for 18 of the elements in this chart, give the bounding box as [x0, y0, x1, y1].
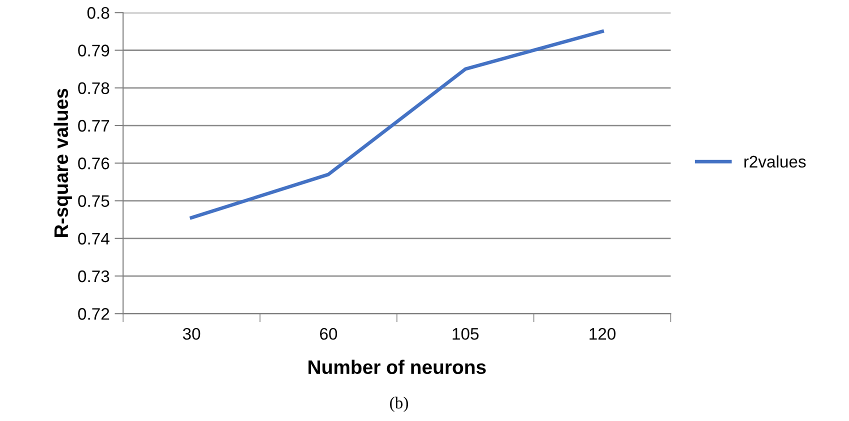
y-tick-label: 0.79 — [78, 44, 110, 56]
text: (b) — [390, 396, 408, 412]
x-axis-title: Number of neurons — [308, 360, 486, 374]
x-tick-label: 120 — [590, 328, 616, 340]
y-tick-label: 0.73 — [78, 270, 110, 282]
x-tick-label: 30 — [182, 328, 200, 340]
y-tick-label: 0.8 — [87, 7, 110, 19]
y-tick-label: 0.78 — [78, 82, 110, 94]
x-tick-label: 105 — [452, 328, 479, 340]
y-tick-label: 0.74 — [78, 232, 110, 245]
y-tick-label: 0.76 — [78, 158, 110, 170]
legend-label: r2values — [744, 155, 806, 168]
y-tick-label: 0.77 — [78, 120, 110, 132]
y-tick-label: 0.72 — [78, 308, 110, 320]
y-axis-title: R-square values — [54, 88, 72, 237]
y-tick-label: 0.75 — [78, 195, 110, 207]
x-tick-label: 60 — [320, 328, 338, 340]
line-series — [190, 30, 604, 220]
